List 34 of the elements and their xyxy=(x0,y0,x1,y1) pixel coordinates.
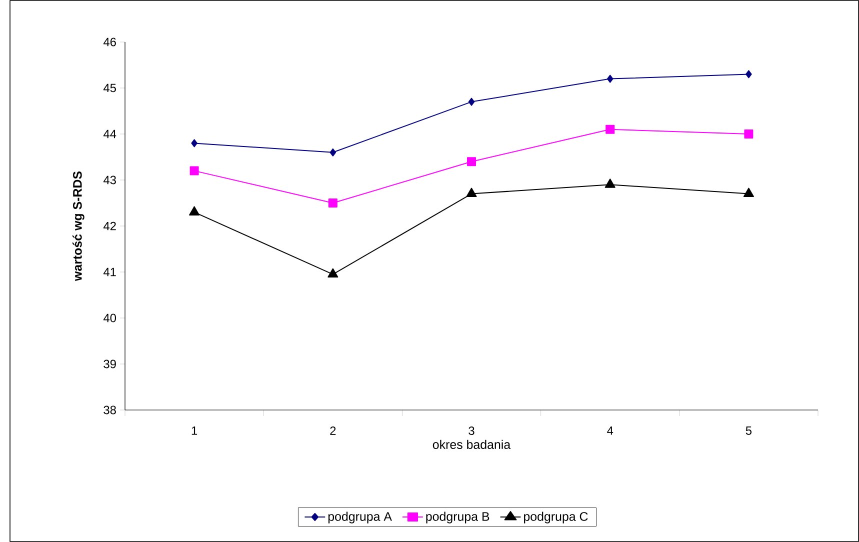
point xyxy=(189,206,200,216)
x-tick-label: 3 xyxy=(468,426,474,435)
y-tick-label: 43 xyxy=(103,176,116,184)
y-tick-label: 46 xyxy=(103,38,116,46)
point xyxy=(604,178,616,188)
point xyxy=(468,98,475,106)
y-axis-title: wartość wg S-RDS xyxy=(72,171,84,282)
y-tick-label: 39 xyxy=(104,360,116,368)
point xyxy=(746,70,752,78)
legend-label: podgrupa B xyxy=(426,512,490,524)
x-axis-title: okres badania xyxy=(432,440,511,449)
point xyxy=(606,124,615,134)
x-tick-label: 1 xyxy=(192,426,198,435)
legend-label: podgrupa C xyxy=(524,512,588,524)
point xyxy=(743,188,754,198)
x-tick-label: 4 xyxy=(607,426,614,435)
y-tick-label: 40 xyxy=(103,314,116,322)
point xyxy=(330,148,336,156)
y-tick-label: 42 xyxy=(103,222,116,230)
point xyxy=(328,268,338,278)
y-tick-label: 45 xyxy=(103,84,116,92)
y-tick-label: 44 xyxy=(103,130,116,138)
x-tick-label: 5 xyxy=(746,426,752,435)
point xyxy=(744,130,754,139)
point xyxy=(191,139,198,148)
point xyxy=(466,188,477,198)
y-tick-label: 38 xyxy=(104,406,116,414)
legend-label: podgrupa A xyxy=(328,512,392,524)
point xyxy=(606,74,614,83)
point xyxy=(190,166,199,176)
x-tick-label: 2 xyxy=(330,426,336,435)
point xyxy=(328,198,338,208)
point xyxy=(467,157,476,166)
y-tick-label: 41 xyxy=(103,268,116,276)
